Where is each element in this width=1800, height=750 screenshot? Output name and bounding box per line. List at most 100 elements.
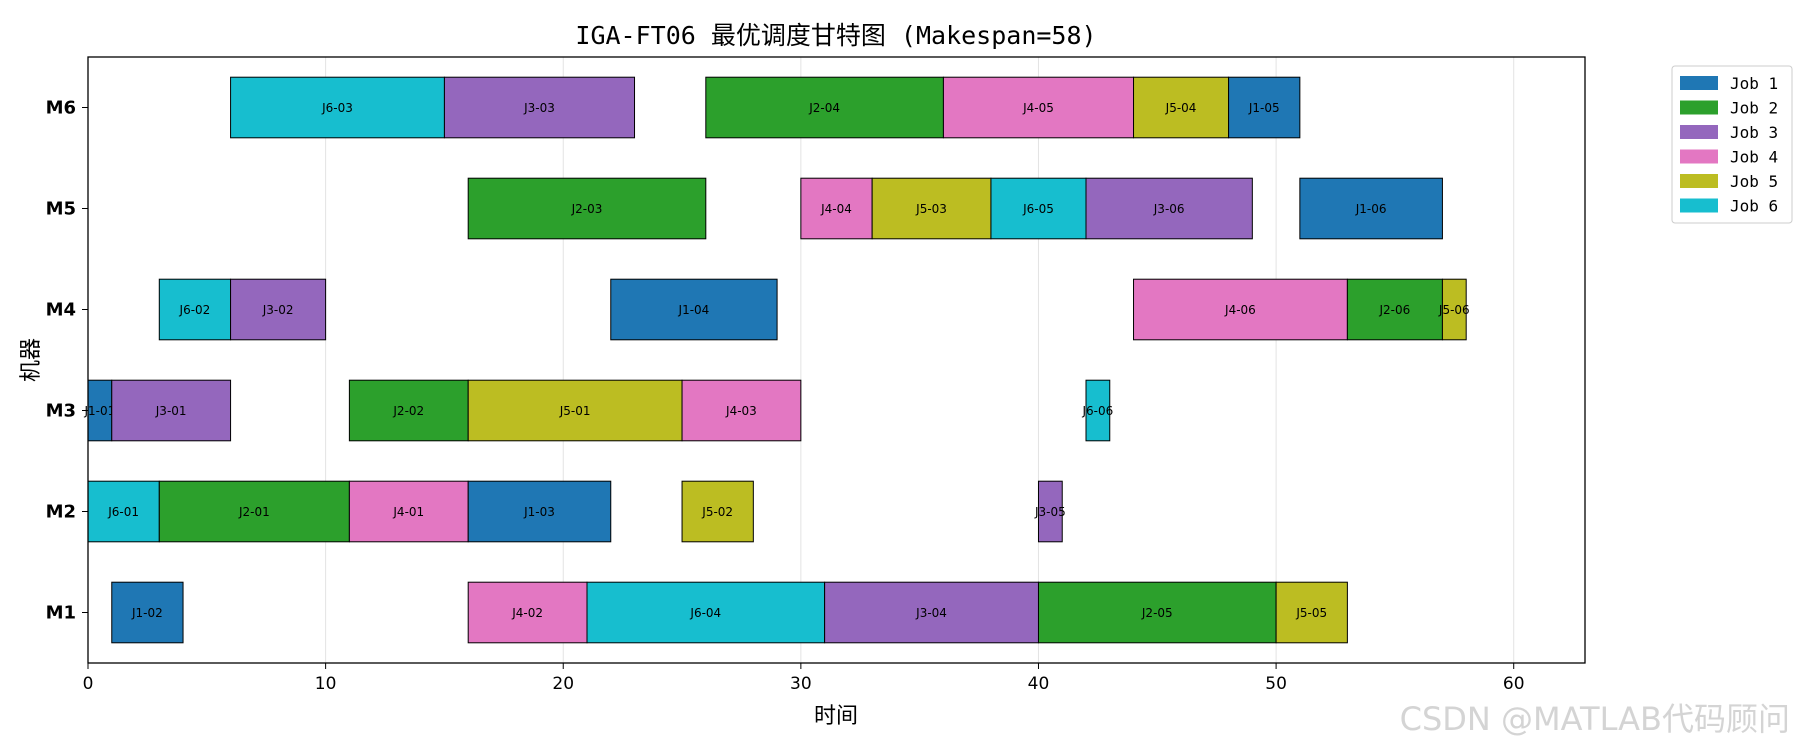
task-label: J1-06	[1355, 202, 1387, 216]
task-bar-j3-06	[1085, 177, 1253, 240]
watermark: CSDN @MATLAB代码顾问	[1399, 700, 1790, 738]
task-label: J5-04	[1165, 101, 1197, 115]
task-label: J3-04	[915, 606, 947, 620]
task-bars: J6-03 J3-03 J2-04 J4-05 J5-04 J1-05 J2-03 J4-04…	[83, 76, 1470, 644]
grid-lines	[325, 57, 1515, 663]
task-label: J4-06	[1224, 303, 1256, 317]
task-label: J3-02	[262, 303, 294, 317]
plot-frame	[87, 56, 1586, 664]
task-bar-j4-02	[467, 581, 588, 644]
legend-swatch	[1680, 125, 1718, 139]
task-bar-j1-06	[1299, 177, 1443, 240]
task-bar-j1-05	[1228, 76, 1301, 139]
x-tick-label: 20	[552, 674, 574, 694]
task-label: J5-05	[1295, 606, 1327, 620]
task-label: J2-04	[808, 101, 840, 115]
task-bar-j3-01	[111, 379, 232, 442]
x-tick-label: 0	[83, 674, 94, 694]
legend-swatch	[1680, 149, 1718, 164]
task-bar-j4-03	[681, 379, 802, 442]
task-bar-j3-05	[1037, 480, 1063, 543]
task-label: J1-02	[131, 606, 163, 620]
task-label: J4-01	[392, 505, 424, 519]
task-label: J1-04	[678, 303, 710, 317]
task-label: J6-06	[1081, 404, 1113, 418]
task-bar-j5-03	[871, 177, 992, 240]
x-tick-label: 10	[315, 674, 337, 694]
task-bar-j6-03	[230, 76, 445, 139]
task-label: J2-01	[238, 505, 270, 519]
task-bar-j5-01	[467, 379, 683, 442]
task-label: J6-04	[689, 606, 721, 620]
legend-swatch	[1680, 198, 1718, 213]
task-bar-j5-05	[1275, 581, 1348, 644]
y-tick-label-m6: M6	[46, 98, 76, 119]
task-bar-j6-02	[158, 278, 232, 341]
legend-entry: Job 3	[1730, 123, 1778, 142]
legend: Job 1 Job 2 Job 3 Job 4 Job 5 Job 6	[1671, 65, 1793, 224]
y-axis-ticks: M1 M2 M3 M4 M5 M6	[46, 98, 88, 624]
task-bar-j5-04	[1133, 76, 1230, 139]
task-label: J1-03	[523, 505, 555, 519]
legend-swatch	[1680, 100, 1718, 115]
legend-entry: Job 1	[1730, 74, 1778, 93]
x-axis-ticks: 0 10 20 30 40 50 60	[83, 663, 1525, 694]
task-label: J4-05	[1022, 101, 1054, 115]
task-bar-j6-04	[586, 581, 826, 644]
task-label: J3-03	[523, 101, 555, 115]
legend-swatch	[1680, 76, 1718, 90]
x-tick-label: 30	[790, 674, 812, 694]
chart-title: IGA-FT06 最优调度甘特图 (Makespan=58)	[575, 21, 1096, 50]
task-label: J5-01	[559, 404, 591, 418]
task-label: J6-01	[107, 505, 139, 519]
y-tick-label-m3: M3	[46, 401, 76, 422]
task-bar-j3-02	[230, 278, 327, 341]
legend-entry: Job 6	[1730, 197, 1778, 216]
task-bar-j2-01	[158, 480, 350, 543]
task-label: J5-02	[701, 505, 733, 519]
task-bar-j4-01	[348, 480, 469, 543]
task-bar-j3-03	[443, 76, 636, 139]
task-bar-j4-05	[942, 76, 1135, 139]
task-bar-j4-04	[800, 177, 873, 240]
x-tick-label: 60	[1503, 674, 1525, 694]
task-bar-j1-03	[467, 480, 612, 543]
task-label: J1-01	[83, 404, 115, 418]
task-label: J4-02	[511, 606, 543, 620]
task-label: J3-06	[1153, 202, 1185, 216]
task-label: J2-06	[1379, 303, 1411, 317]
task-label: J4-03	[725, 404, 757, 418]
x-axis-label: 时间	[814, 704, 858, 729]
task-label: J6-02	[179, 303, 211, 317]
task-bar-j2-05	[1037, 581, 1277, 644]
task-label: J2-02	[392, 404, 424, 418]
y-tick-label-m4: M4	[46, 300, 76, 321]
y-tick-label-m5: M5	[46, 199, 76, 220]
task-label: J1-05	[1248, 101, 1280, 115]
task-bar-j1-04	[610, 278, 778, 341]
x-tick-label: 50	[1265, 674, 1287, 694]
task-bar-j5-06	[1441, 278, 1467, 341]
legend-swatch	[1680, 174, 1718, 188]
task-label: J2-03	[571, 202, 603, 216]
y-axis-label: 机器	[19, 338, 44, 382]
task-label: J4-04	[820, 202, 852, 216]
task-label: J5-03	[915, 202, 947, 216]
task-bar-j3-04	[824, 581, 1039, 644]
legend-entry: Job 2	[1730, 99, 1778, 118]
task-bar-j6-06	[1085, 379, 1111, 442]
task-bar-j6-05	[990, 177, 1087, 240]
legend-entry: Job 5	[1730, 172, 1778, 191]
task-bar-j6-01	[87, 480, 160, 543]
task-bar-j2-06	[1346, 278, 1443, 341]
task-bar-j2-02	[348, 379, 469, 442]
legend-entry: Job 4	[1730, 148, 1778, 167]
task-label: J2-05	[1141, 606, 1173, 620]
task-label: J6-05	[1022, 202, 1054, 216]
task-label: J5-06	[1438, 303, 1470, 317]
task-bar-j5-02	[681, 480, 754, 543]
task-label: J3-05	[1034, 505, 1066, 519]
task-bar-j2-03	[467, 177, 707, 240]
y-tick-label-m2: M2	[46, 502, 76, 523]
